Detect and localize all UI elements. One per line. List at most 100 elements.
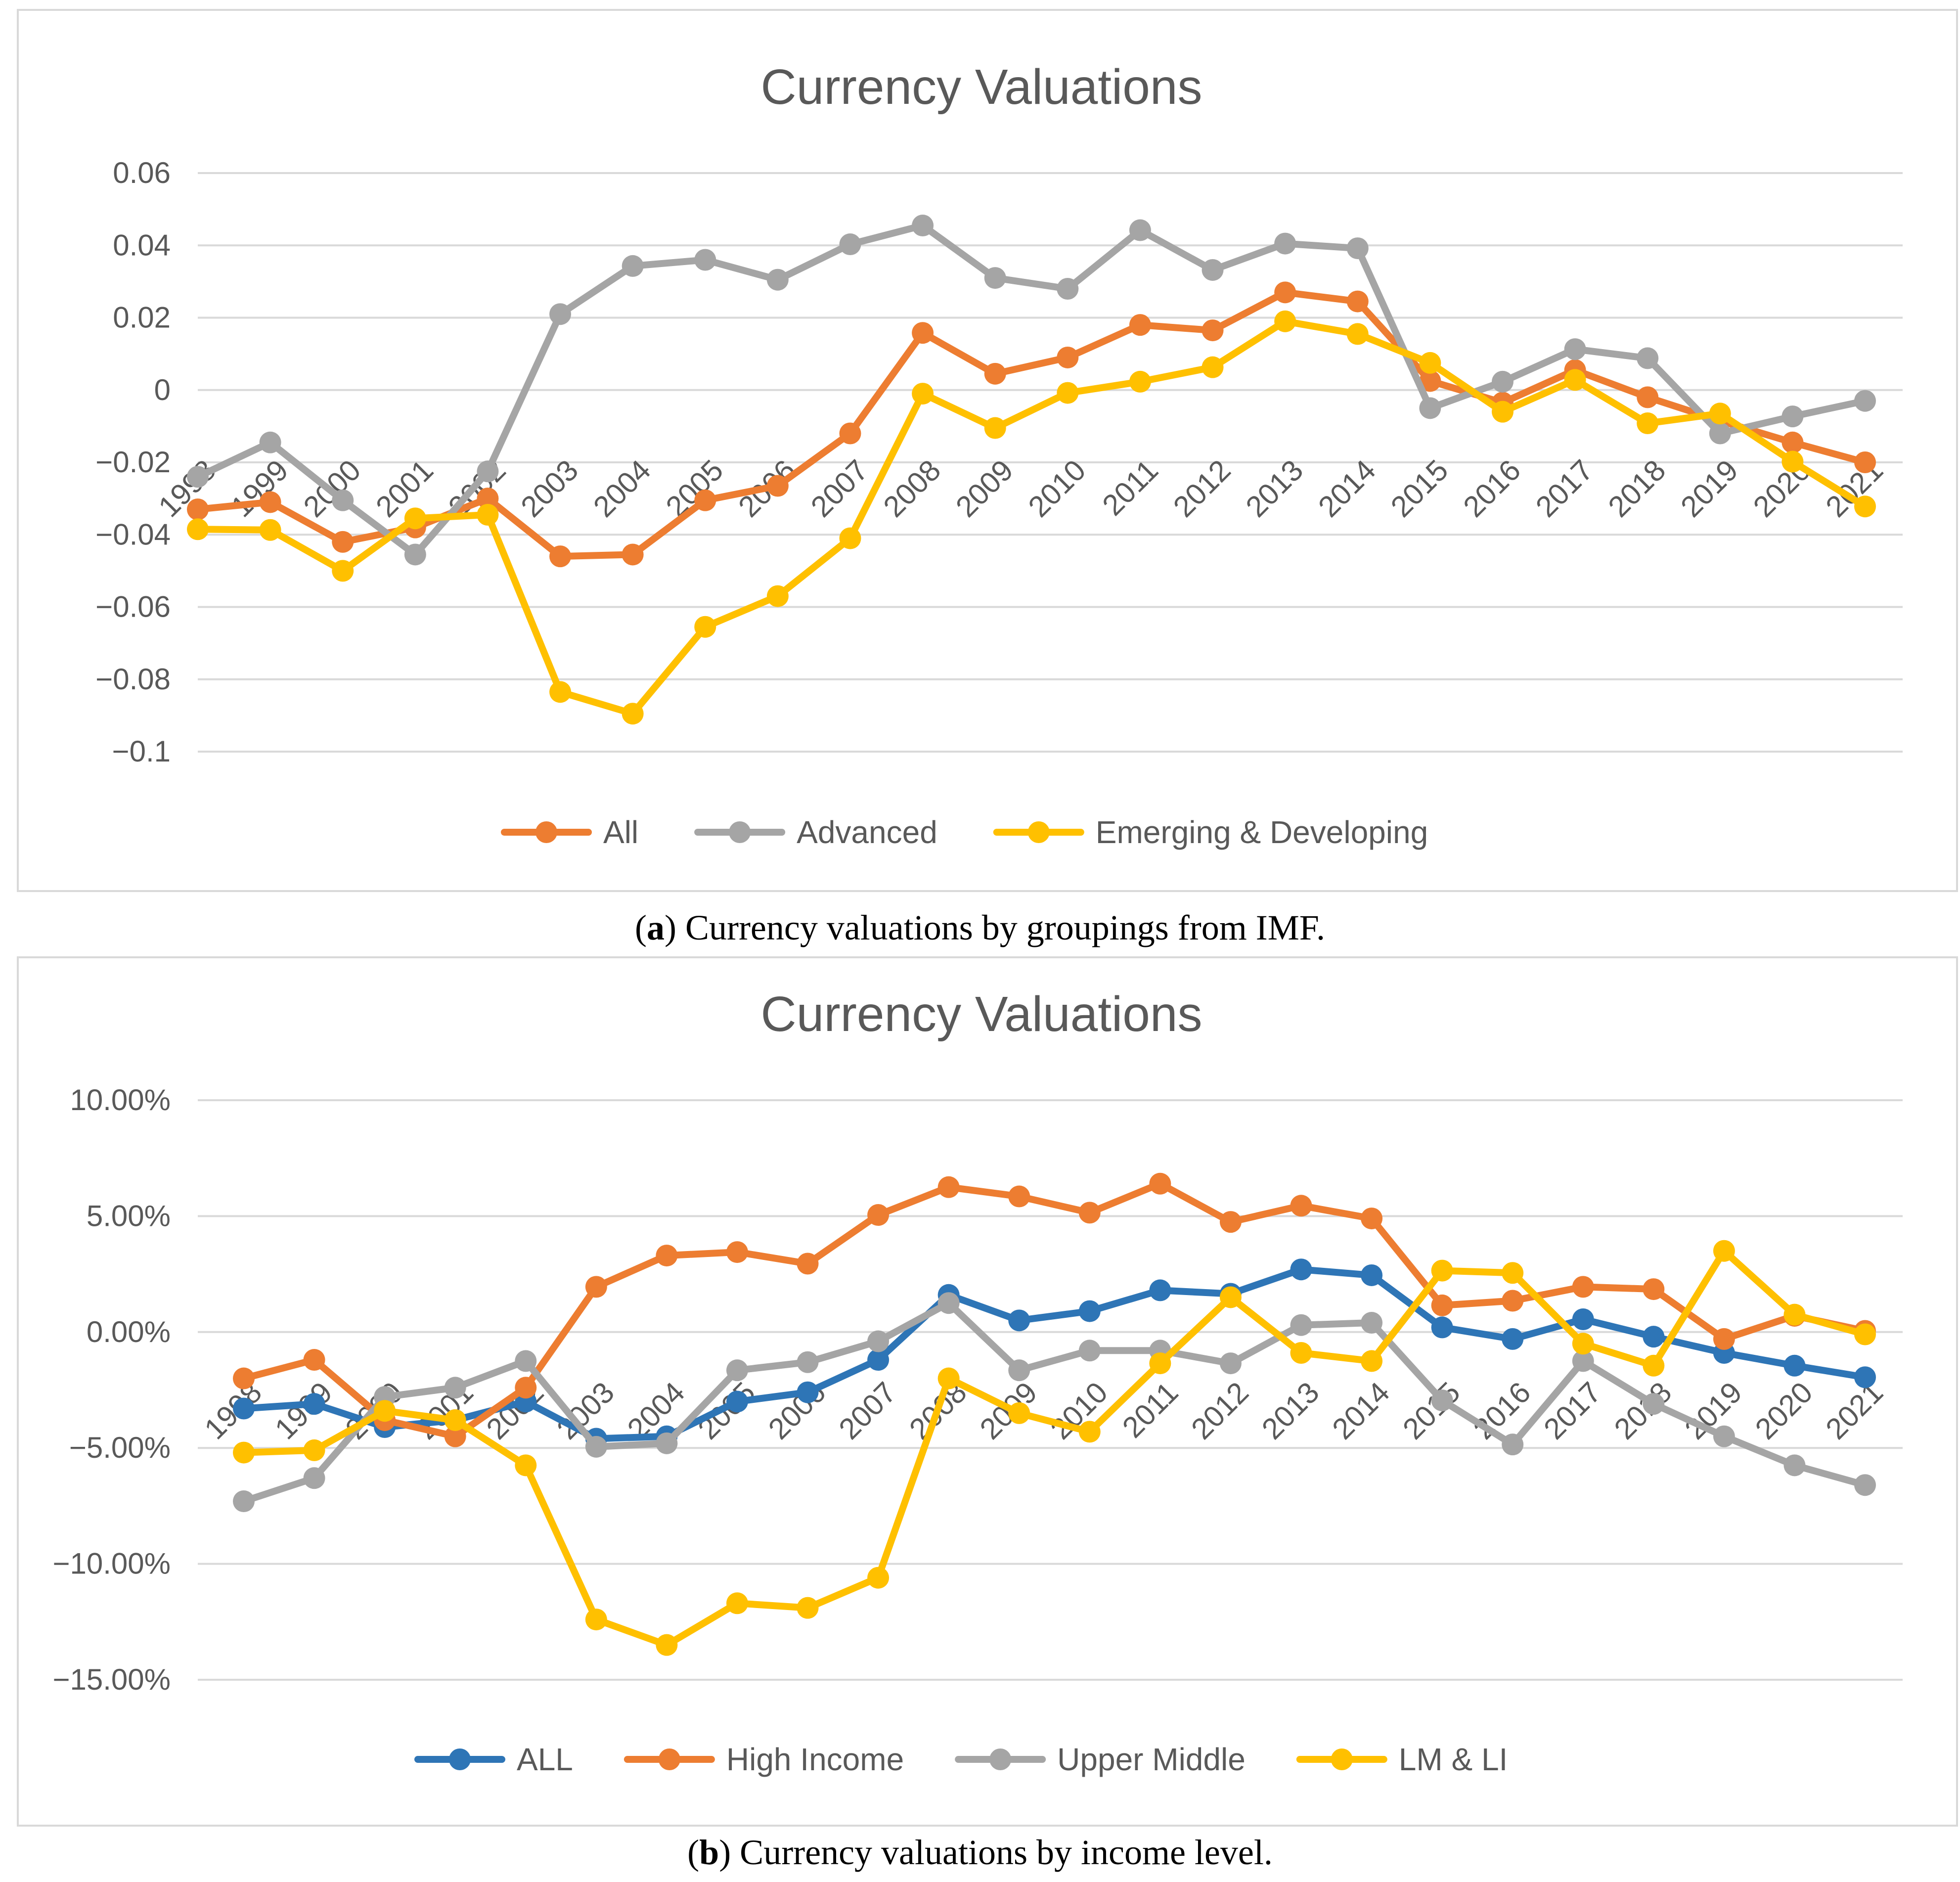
data-point xyxy=(656,1634,678,1656)
data-point xyxy=(1149,1172,1171,1195)
data-point xyxy=(839,422,861,445)
data-point xyxy=(1202,319,1224,342)
data-point xyxy=(1419,370,1441,392)
legend-item: Advanced xyxy=(694,814,937,850)
y-tick-label: −5.00% xyxy=(69,1431,171,1464)
y-tick-label: −0.04 xyxy=(95,518,171,551)
data-point xyxy=(1491,401,1514,423)
data-point xyxy=(585,1276,607,1298)
data-point xyxy=(1431,1259,1453,1282)
data-point xyxy=(1854,390,1876,412)
data-point xyxy=(622,255,644,277)
data-point xyxy=(404,543,426,566)
data-point xyxy=(839,233,861,256)
data-point xyxy=(374,1400,396,1422)
series-high-income xyxy=(233,1172,1876,1447)
legend-marker xyxy=(449,1748,471,1770)
data-point xyxy=(233,1441,255,1464)
data-point xyxy=(1637,412,1659,435)
data-point xyxy=(1491,370,1514,393)
y-tick-label: 0.00% xyxy=(87,1315,171,1348)
data-point xyxy=(726,1241,748,1263)
data-point xyxy=(622,543,644,566)
y-tick-label: −0.02 xyxy=(95,446,171,479)
data-point xyxy=(1290,1195,1312,1217)
series-advanced xyxy=(187,215,1876,566)
data-point xyxy=(259,491,281,513)
caption-b-label: b xyxy=(699,1833,719,1872)
data-point xyxy=(839,527,861,549)
data-point xyxy=(1419,352,1441,374)
data-point xyxy=(1502,1290,1524,1312)
data-point xyxy=(1346,237,1369,260)
data-point xyxy=(1431,1316,1453,1339)
data-point xyxy=(1783,1303,1806,1326)
data-point xyxy=(515,1350,537,1372)
data-point xyxy=(1431,1389,1453,1412)
data-point xyxy=(332,560,354,582)
data-point xyxy=(1572,1276,1594,1298)
data-point xyxy=(1854,1366,1876,1389)
series-line xyxy=(194,222,1869,558)
data-point xyxy=(549,545,572,568)
data-point xyxy=(1290,1314,1312,1336)
legend-label: Advanced xyxy=(797,814,937,850)
data-point xyxy=(1129,314,1151,336)
y-tick-label: 5.00% xyxy=(87,1199,171,1232)
data-point xyxy=(1572,1308,1594,1331)
data-point xyxy=(1361,1312,1383,1334)
data-point xyxy=(1008,1185,1030,1208)
legend-label: All xyxy=(603,814,638,850)
data-point xyxy=(1713,1240,1735,1262)
data-point xyxy=(515,1377,537,1399)
data-point xyxy=(332,531,354,553)
data-point xyxy=(937,1292,960,1314)
data-point xyxy=(1564,369,1586,391)
data-point xyxy=(404,507,426,530)
caption-b-text: ) Currency valuations by income level. xyxy=(719,1833,1273,1872)
legend-marker xyxy=(989,1748,1012,1770)
data-point xyxy=(1502,1262,1524,1284)
data-point xyxy=(1854,451,1876,473)
data-point xyxy=(1502,1434,1524,1456)
data-point xyxy=(1361,1350,1383,1372)
data-point xyxy=(656,1432,678,1454)
data-point xyxy=(1008,1359,1030,1382)
data-point xyxy=(1219,1286,1242,1308)
data-point xyxy=(766,269,789,291)
legend-item: LM & LI xyxy=(1296,1742,1508,1777)
data-point xyxy=(585,1609,607,1631)
y-tick-label: 0.04 xyxy=(113,228,171,262)
data-point xyxy=(303,1393,325,1415)
y-tick-label: 0.06 xyxy=(113,156,171,189)
data-point xyxy=(1572,1350,1594,1372)
data-point xyxy=(1854,1474,1876,1496)
chart-a-frame xyxy=(17,9,1958,892)
data-point xyxy=(1782,450,1804,473)
data-point xyxy=(1078,1300,1101,1322)
data-point xyxy=(1057,346,1079,368)
data-point xyxy=(1643,1354,1665,1377)
data-point xyxy=(797,1597,819,1619)
data-point xyxy=(1149,1279,1171,1301)
data-point xyxy=(303,1349,325,1371)
legend-item: Emerging & Developing xyxy=(993,814,1428,850)
data-point xyxy=(1643,1393,1665,1415)
data-point xyxy=(259,431,281,453)
y-tick-label: −0.08 xyxy=(95,663,171,696)
data-point xyxy=(1783,1354,1806,1377)
y-tick-label: −0.06 xyxy=(95,590,171,624)
data-point xyxy=(656,1245,678,1267)
data-point xyxy=(1057,278,1079,300)
data-point xyxy=(1274,310,1296,332)
data-point xyxy=(766,475,789,497)
data-point xyxy=(766,585,789,607)
data-point xyxy=(726,1592,748,1614)
series-emerging-developing xyxy=(187,310,1876,725)
data-point xyxy=(1008,1402,1030,1424)
data-point xyxy=(694,249,716,271)
data-point xyxy=(1274,232,1296,255)
series-line xyxy=(240,1247,1869,1649)
data-point xyxy=(187,518,209,540)
data-point xyxy=(1219,1352,1242,1375)
